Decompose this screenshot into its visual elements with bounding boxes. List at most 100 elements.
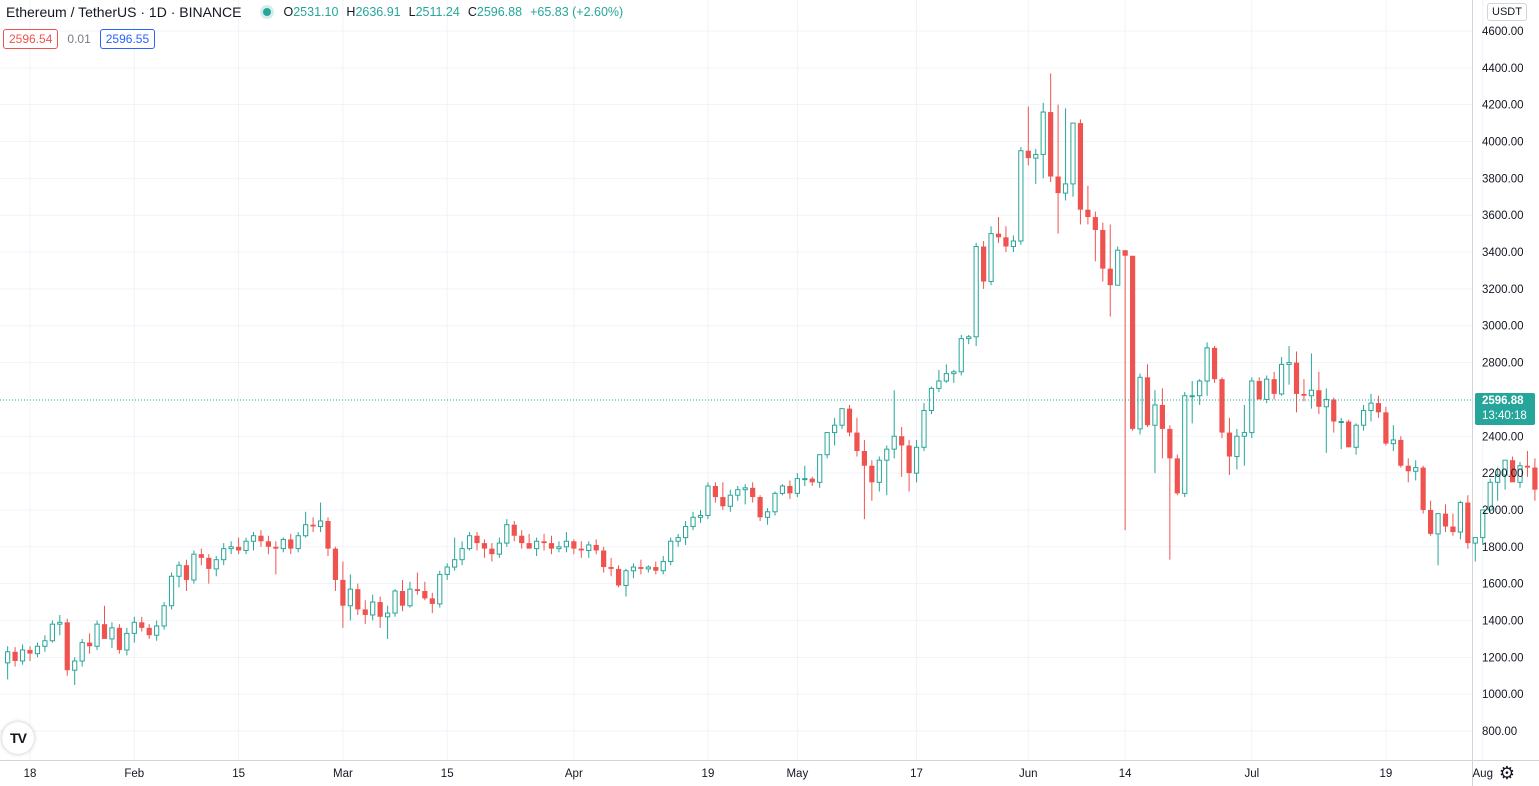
candle	[1122, 250, 1128, 531]
candle	[1338, 417, 1344, 450]
candle-body-up	[988, 233, 994, 283]
candle	[131, 616, 137, 643]
price-axis[interactable]: 4600.00 4400.00 4200.00 4000.00 3800.00 3600.…	[1482, 26, 1524, 738]
gear-icon[interactable]: ⚙	[1498, 763, 1516, 783]
candle-body-down	[906, 445, 912, 474]
candle-body-down	[414, 589, 420, 591]
candle-body-up	[1517, 465, 1523, 483]
candle	[1346, 419, 1352, 448]
candle	[571, 539, 577, 555]
candle-body-up	[176, 564, 182, 577]
candle	[526, 533, 532, 549]
candle-body-up	[1338, 421, 1344, 424]
candle	[638, 559, 644, 575]
candle-body-up	[347, 588, 353, 607]
candle-body-up	[1457, 502, 1464, 533]
grid-lines	[0, 0, 1484, 760]
candle-body-up	[1286, 362, 1292, 365]
currency-badge[interactable]: USDT	[1487, 3, 1527, 21]
time-tick-label: May	[786, 768, 808, 780]
candle	[42, 635, 48, 652]
candle	[288, 533, 294, 555]
candle-body-down	[1048, 112, 1054, 177]
candle	[1249, 377, 1255, 439]
price-tick-label: 3600.00	[1482, 210, 1524, 222]
candle	[839, 408, 845, 429]
price-tick-label: 2000.00	[1482, 505, 1524, 517]
candle	[802, 465, 808, 486]
candle-body-up	[586, 544, 592, 551]
candle	[705, 482, 711, 520]
candle-body-down	[1055, 176, 1061, 194]
ohlc-legend: O2531.10 H2636.91 L2511.24 C2596.88 +65.…	[283, 5, 623, 19]
candle-body-up	[779, 485, 786, 494]
candle-body-up	[161, 605, 167, 627]
candle	[407, 581, 413, 608]
candle-body-up	[1115, 249, 1121, 286]
candle-body-up	[1241, 432, 1247, 437]
time-tick-label: 14	[1119, 768, 1132, 780]
price-tick-label: 4000.00	[1482, 137, 1524, 149]
candle-body-down	[869, 465, 875, 483]
candle-body-down	[198, 554, 204, 558]
candle	[1420, 465, 1426, 514]
candle	[1517, 462, 1523, 488]
candle	[727, 489, 733, 512]
candle	[645, 565, 651, 573]
candle	[683, 521, 689, 545]
tradingview-logo-icon[interactable]: TV	[2, 722, 34, 754]
price-tick-label: 3800.00	[1482, 173, 1524, 185]
candle-body-up	[1189, 395, 1195, 398]
candle-body-down	[720, 497, 726, 507]
candle-body-down	[355, 589, 361, 610]
buy-button[interactable]: 2596.55	[99, 29, 156, 49]
candle	[64, 618, 70, 676]
candle-body-up	[392, 590, 398, 614]
candle-body-down	[712, 486, 718, 498]
candle-body-down	[340, 579, 346, 606]
candle	[1167, 425, 1173, 560]
candle-body-up	[690, 516, 696, 528]
candle	[1130, 255, 1136, 431]
candle	[12, 647, 18, 667]
candle-body-down	[1420, 467, 1426, 510]
candle-body-up	[168, 575, 175, 607]
price-tick-label: 4400.00	[1482, 63, 1524, 75]
candle	[1152, 390, 1158, 474]
candle	[1509, 456, 1516, 483]
candle-body-up	[1062, 183, 1069, 194]
candle-body-up	[1018, 150, 1024, 242]
time-tick-label: Aug	[1473, 768, 1493, 780]
candle-body-up	[630, 566, 637, 572]
candle	[332, 546, 339, 591]
candle-body-up	[370, 601, 376, 616]
candle-body-down	[377, 602, 383, 617]
candle	[94, 620, 100, 650]
candle-body-up	[943, 373, 949, 382]
sell-button[interactable]: 2596.54	[3, 29, 59, 49]
candle-body-down	[27, 649, 33, 654]
candle-body-up	[876, 459, 882, 483]
price-tick-label: 800.00	[1482, 726, 1517, 738]
candle	[1033, 148, 1039, 184]
candle	[891, 390, 897, 459]
candle	[250, 532, 257, 551]
candle	[1301, 379, 1307, 402]
symbol-title[interactable]: Ethereum / TetherUS · 1D · BINANCE	[6, 4, 242, 20]
candle	[1226, 417, 1233, 475]
candle-body-down	[1331, 399, 1337, 422]
candle-body-up	[79, 642, 85, 662]
candle	[1360, 404, 1367, 431]
time-axis[interactable]: 18 Feb 15 Mar 15 Apr 19 May 17 Jun 14 Jul 19 Aug	[24, 768, 1493, 780]
candle	[846, 404, 853, 437]
candle	[377, 596, 383, 628]
candle	[608, 557, 614, 577]
candle	[489, 543, 495, 562]
candle-body-down	[64, 622, 70, 671]
candle	[1040, 102, 1046, 179]
candle	[1532, 458, 1538, 501]
candle-body-up	[1152, 404, 1158, 426]
candle	[1144, 364, 1151, 428]
candle-body-up	[34, 645, 41, 655]
